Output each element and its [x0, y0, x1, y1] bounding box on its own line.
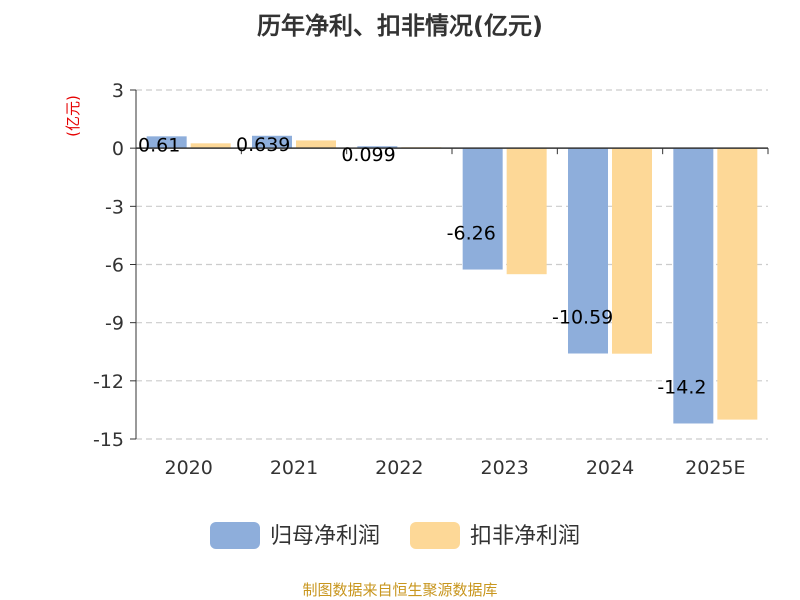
bars[interactable] — [146, 135, 758, 424]
legend[interactable]: 归母净利润 扣非净利润 — [210, 522, 580, 549]
legend-label: 扣非净利润 — [470, 524, 580, 549]
legend-swatch — [210, 522, 260, 549]
data-labels: 0.61 0.639 0.099 -6.26 -10.59 -14.2 — [138, 134, 707, 399]
y-tick-label: -6 — [105, 255, 124, 277]
x-tick-label: 2020 — [164, 457, 212, 479]
x-tick-label: 2021 — [270, 457, 318, 479]
legend-label: 归母净利润 — [270, 524, 380, 549]
x-tick-label: 2025E — [685, 457, 745, 479]
y-tick-label: 3 — [112, 80, 124, 102]
bar-parent-net-profit-2020[interactable] — [146, 136, 187, 149]
bar-deducted-net-profit-2023[interactable] — [506, 148, 547, 275]
legend-swatch — [410, 522, 460, 549]
bar-parent-net-profit-2023[interactable] — [462, 148, 503, 270]
bar-deducted-net-profit-2024[interactable] — [612, 148, 652, 354]
x-tick-labels: 2020 2021 2022 2023 2024 2025E — [164, 457, 745, 479]
y-tick-label: -15 — [93, 429, 124, 451]
x-tick-label: 2022 — [375, 457, 423, 479]
bar-parent-net-profit-2021[interactable] — [252, 135, 292, 149]
legend-item-deducted-net-profit[interactable]: 扣非净利润 — [410, 522, 580, 549]
x-tick-label: 2023 — [480, 457, 528, 479]
bar-deducted-net-profit-2021[interactable] — [296, 140, 336, 149]
bar-deducted-net-profit-2025E[interactable] — [717, 148, 758, 420]
y-tick-label: 0 — [112, 138, 124, 160]
axes — [130, 89, 769, 440]
chart-title: 历年净利、扣非情况(亿元) — [257, 12, 543, 40]
data-label: -6.26 — [447, 223, 496, 245]
data-label: 0.099 — [341, 144, 395, 166]
bar-deducted-net-profit-2020[interactable] — [190, 143, 231, 149]
x-tick-label: 2024 — [586, 457, 634, 479]
bar-parent-net-profit-2022[interactable] — [357, 146, 398, 149]
data-label: -10.59 — [552, 306, 613, 328]
source-note: 制图数据来自恒生聚源数据库 — [302, 581, 497, 599]
y-tick-label: -3 — [105, 196, 124, 218]
y-tick-label: -9 — [105, 313, 124, 335]
y-axis-label: (亿元) — [64, 95, 82, 137]
grid-lines — [136, 89, 768, 440]
bar-parent-net-profit-2025E[interactable] — [673, 148, 714, 424]
y-tick-label: -12 — [93, 371, 124, 393]
data-label: -14.2 — [657, 376, 706, 398]
data-label: 0.639 — [236, 134, 290, 156]
legend-item-parent-net-profit[interactable]: 归母净利润 — [210, 522, 380, 549]
data-label: 0.61 — [138, 134, 180, 156]
y-tick-labels: 3 0 -3 -6 -9 -12 -15 — [93, 80, 124, 451]
bar-parent-net-profit-2024[interactable] — [568, 148, 608, 354]
